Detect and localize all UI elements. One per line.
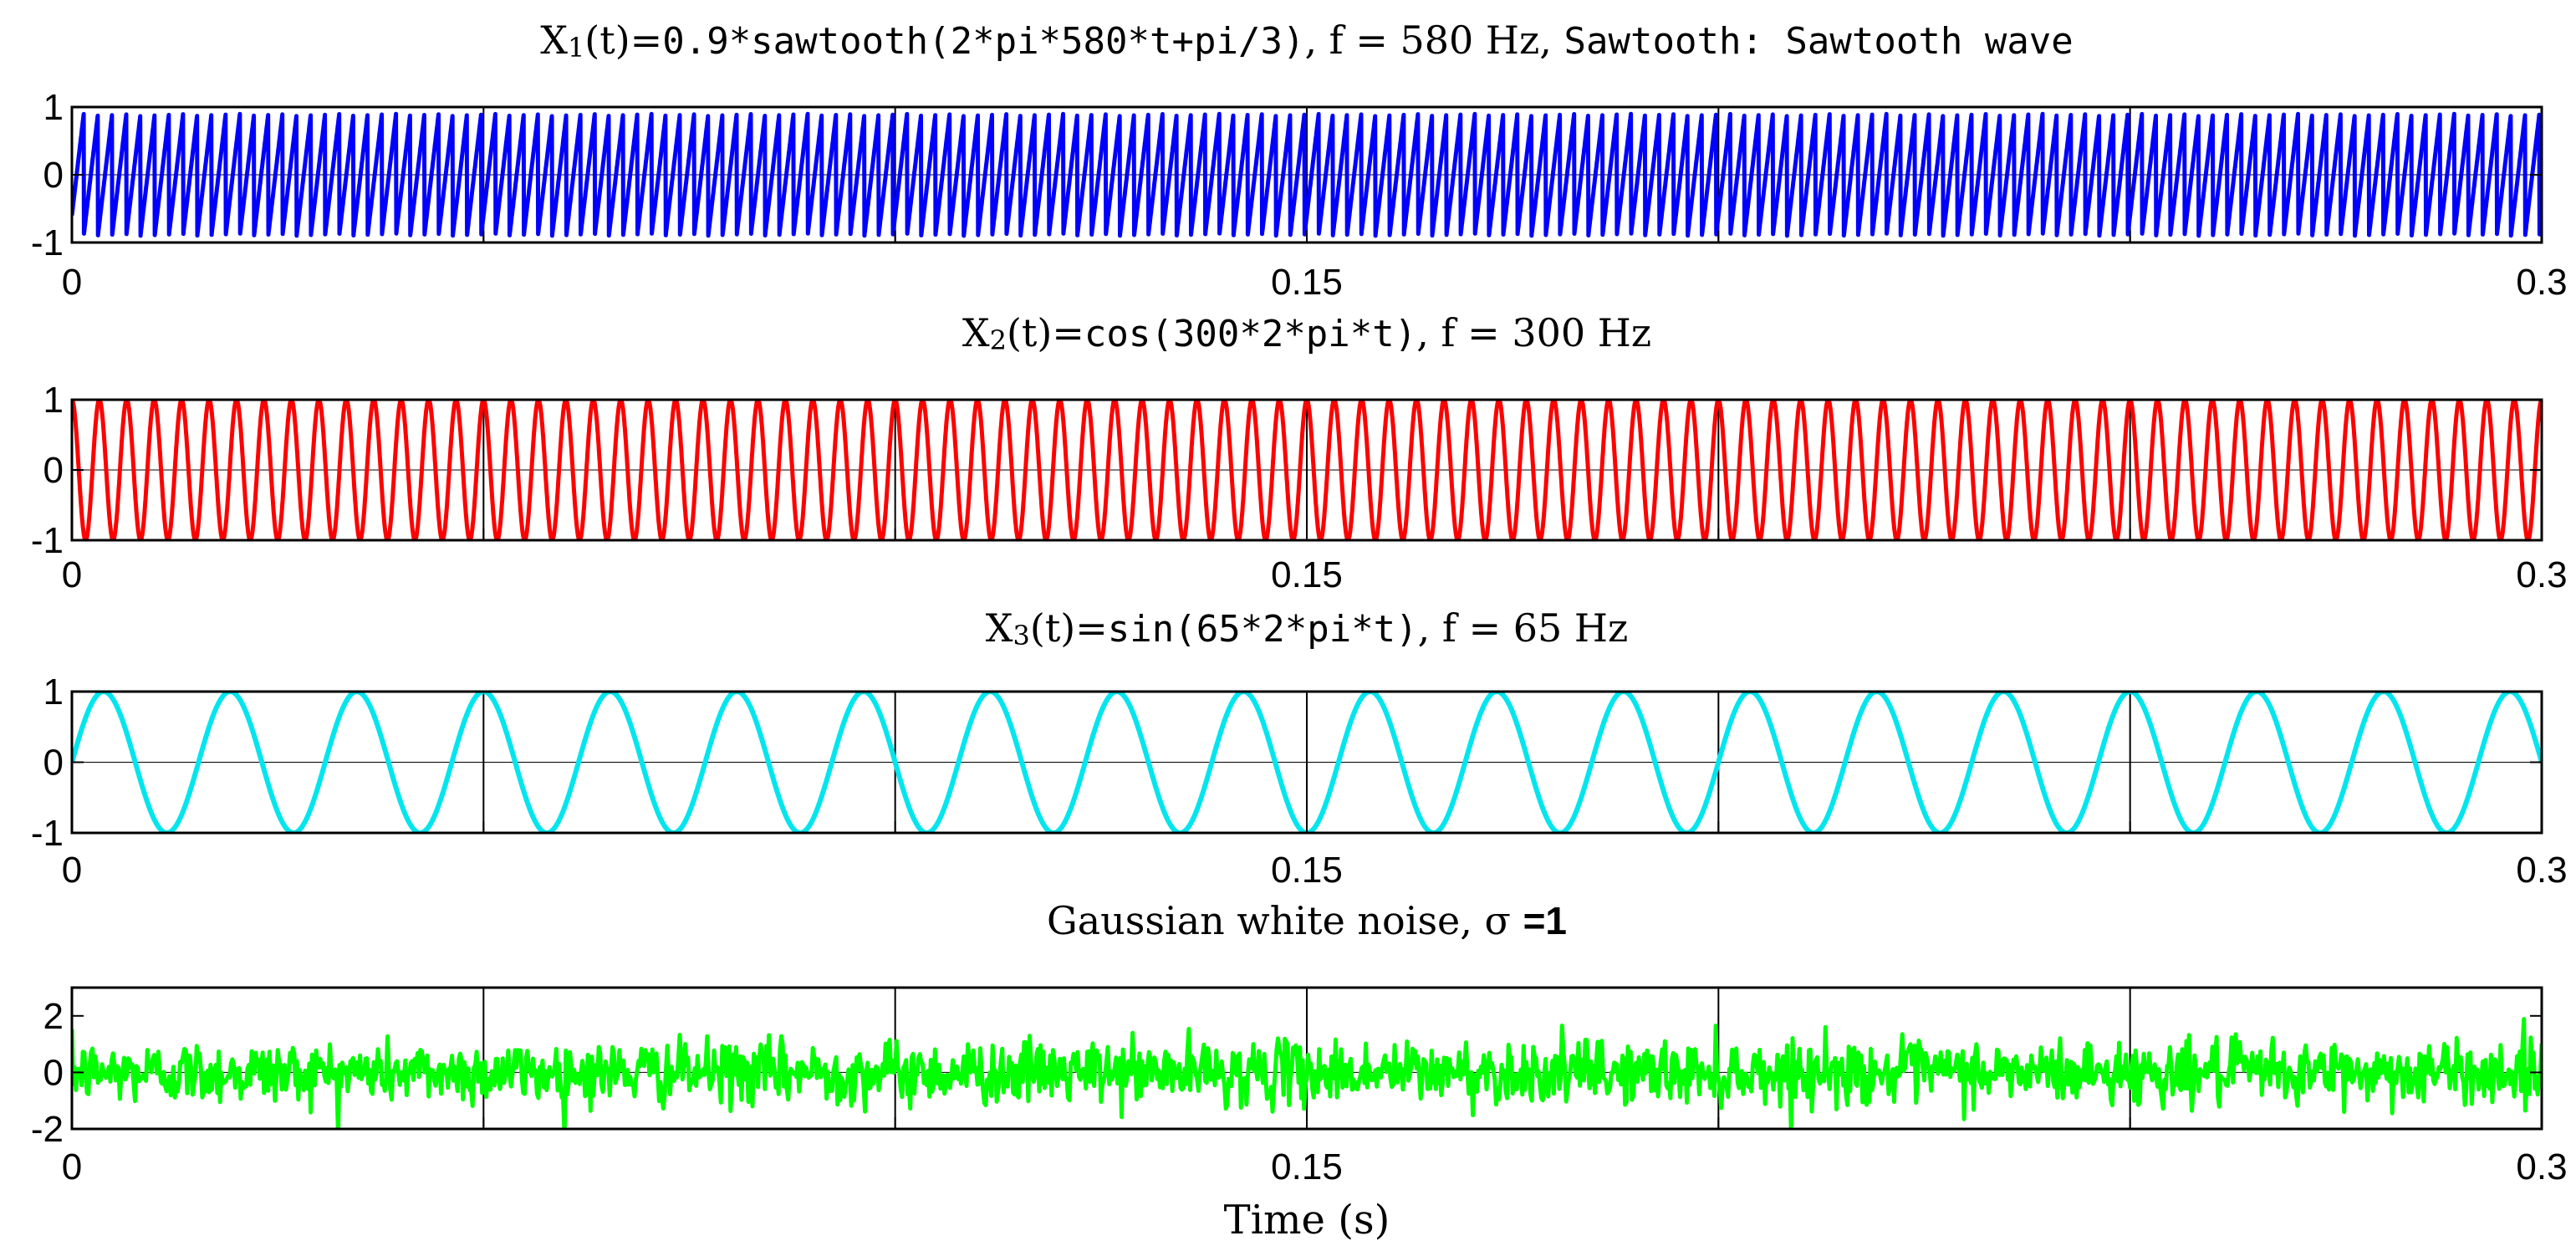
title-part: (t)= <box>1007 310 1084 355</box>
title-part: 2 <box>990 324 1007 356</box>
title-part: X <box>962 310 990 355</box>
title-part: 1 <box>568 32 584 64</box>
y-tick-label: -1 <box>31 520 64 561</box>
title-part: (t)= <box>1030 605 1108 651</box>
x-tick-label: 0.15 <box>1271 850 1343 891</box>
title-part: cos(300*2*pi*t) <box>1084 313 1416 355</box>
subplot-title-1: X1(t)=0.9*sawtooth(2*pi*580*t+pi/3), f =… <box>540 18 2074 64</box>
y-tick-label: 2 <box>43 996 64 1037</box>
title-part: X <box>540 18 568 63</box>
y-tick-label: 0 <box>43 743 64 784</box>
x-axis-label: Time (s) <box>1224 1197 1390 1243</box>
series-line-4 <box>72 1017 2542 1129</box>
title-part: , f = 580 Hz, <box>1304 18 1563 63</box>
y-tick-label: 0 <box>43 450 64 491</box>
title-part: =1 <box>1523 899 1567 942</box>
title-part: , f = 65 Hz <box>1418 605 1629 651</box>
title-part: sin(65*2*pi*t) <box>1108 608 1418 651</box>
y-tick-label: -1 <box>31 222 64 263</box>
y-tick-label: -1 <box>31 813 64 854</box>
title-part: X <box>986 605 1013 651</box>
x-tick-label: 0.3 <box>2516 554 2567 595</box>
title-part: (t)= <box>584 18 662 63</box>
x-tick-label: 0 <box>62 1146 82 1187</box>
y-tick-label: 1 <box>43 380 64 421</box>
title-part: , f = 300 Hz <box>1416 310 1651 355</box>
subplot-title-2: X2(t)=cos(300*2*pi*t), f = 300 Hz <box>962 310 1651 356</box>
x-tick-label: 0 <box>62 262 82 303</box>
subplot-title-4: Gaussian white noise, σ =1 <box>1047 898 1567 943</box>
y-tick-label: 1 <box>43 87 64 128</box>
x-tick-label: 0.15 <box>1271 1146 1343 1187</box>
title-part: Sawtooth: Sawtooth wave <box>1564 20 2074 63</box>
y-tick-label: 1 <box>43 672 64 712</box>
title-part: 0.9*sawtooth(2*pi*580*t+pi/3) <box>662 20 1304 63</box>
x-tick-label: 0 <box>62 554 82 595</box>
y-tick-label: 0 <box>43 1052 64 1093</box>
x-tick-label: 0.3 <box>2516 850 2567 891</box>
title-part: 3 <box>1013 620 1030 651</box>
x-tick-label: 0.3 <box>2516 262 2567 303</box>
x-tick-label: 0 <box>62 850 82 891</box>
x-tick-label: 0.15 <box>1271 262 1343 303</box>
y-tick-label: -2 <box>31 1109 64 1150</box>
x-tick-label: 0.3 <box>2516 1146 2567 1187</box>
subplot-title-3: X3(t)=sin(65*2*pi*t), f = 65 Hz <box>986 605 1628 651</box>
title-part: Gaussian white noise, σ <box>1047 898 1523 943</box>
series-line-1 <box>72 111 2542 238</box>
x-tick-label: 0.15 <box>1271 554 1343 595</box>
y-tick-label: 0 <box>43 155 64 196</box>
